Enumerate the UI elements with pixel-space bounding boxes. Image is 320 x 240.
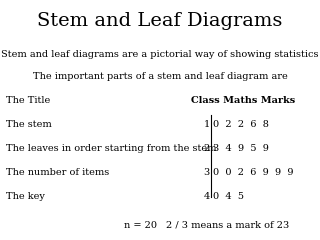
Text: Class Maths Marks: Class Maths Marks — [191, 96, 295, 105]
Text: The key: The key — [6, 192, 45, 201]
Text: 1: 1 — [203, 120, 210, 129]
Text: 0  0  2  6  9  9  9: 0 0 2 6 9 9 9 — [213, 168, 293, 177]
Text: 2: 2 — [203, 144, 210, 153]
Text: 0  2  2  6  8: 0 2 2 6 8 — [213, 120, 269, 129]
Text: 4: 4 — [203, 192, 210, 201]
Text: The Title: The Title — [6, 96, 51, 105]
Text: 2 / 3 means a mark of 23: 2 / 3 means a mark of 23 — [166, 221, 290, 230]
Text: The stem: The stem — [6, 120, 52, 129]
Text: 3: 3 — [203, 168, 210, 177]
Text: 3  4  9  5  9: 3 4 9 5 9 — [213, 144, 269, 153]
Text: 0  4  5: 0 4 5 — [213, 192, 244, 201]
Text: Stem and Leaf Diagrams: Stem and Leaf Diagrams — [37, 12, 283, 30]
Text: Stem and leaf diagrams are a pictorial way of showing statistics: Stem and leaf diagrams are a pictorial w… — [1, 50, 319, 59]
Text: The leaves in order starting from the stem: The leaves in order starting from the st… — [6, 144, 217, 153]
Text: The important parts of a stem and leaf diagram are: The important parts of a stem and leaf d… — [33, 72, 287, 81]
Text: n = 20: n = 20 — [124, 221, 157, 230]
Text: The number of items: The number of items — [6, 168, 110, 177]
